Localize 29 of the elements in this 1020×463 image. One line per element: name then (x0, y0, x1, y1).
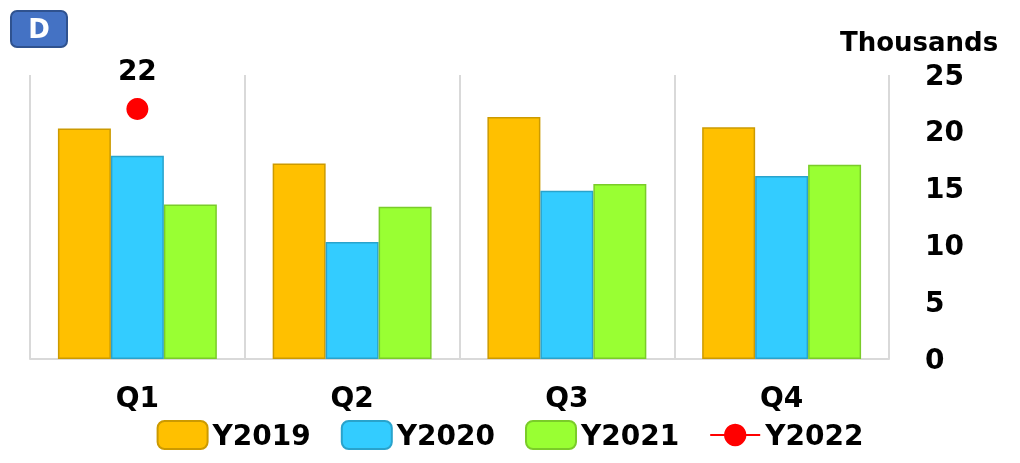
bar (57, 128, 111, 359)
y-tick-label: 15 (925, 172, 964, 206)
legend-label: Y2021 (580, 418, 680, 452)
legend-label: Y2020 (395, 418, 496, 452)
bar (540, 190, 594, 359)
data-label: 22 (117, 53, 157, 87)
bar (702, 127, 756, 359)
bar (163, 204, 217, 359)
x-tick-label: Q4 (759, 380, 804, 414)
y-tick-label: 10 (925, 228, 964, 262)
legend-label: Y2022 (764, 418, 864, 452)
bar (272, 163, 326, 359)
bar (325, 241, 379, 359)
bar (593, 184, 647, 359)
y-axis-title: Thousands (839, 27, 999, 57)
x-tick-label: Q1 (115, 380, 160, 414)
y-tick-label: 25 (925, 58, 964, 92)
y-tick-label: 5 (925, 285, 945, 319)
bar (110, 155, 164, 359)
x-tick-label: Q3 (545, 380, 589, 414)
text: D (28, 14, 50, 44)
legend-label: Y2019 (211, 418, 311, 452)
bar (755, 176, 809, 359)
bar (808, 164, 862, 359)
bar (378, 206, 432, 359)
bar (487, 117, 541, 359)
y-tick-label: 20 (925, 115, 964, 149)
y-tick-label: 0 (925, 342, 945, 376)
x-tick-label: Q2 (330, 380, 374, 414)
